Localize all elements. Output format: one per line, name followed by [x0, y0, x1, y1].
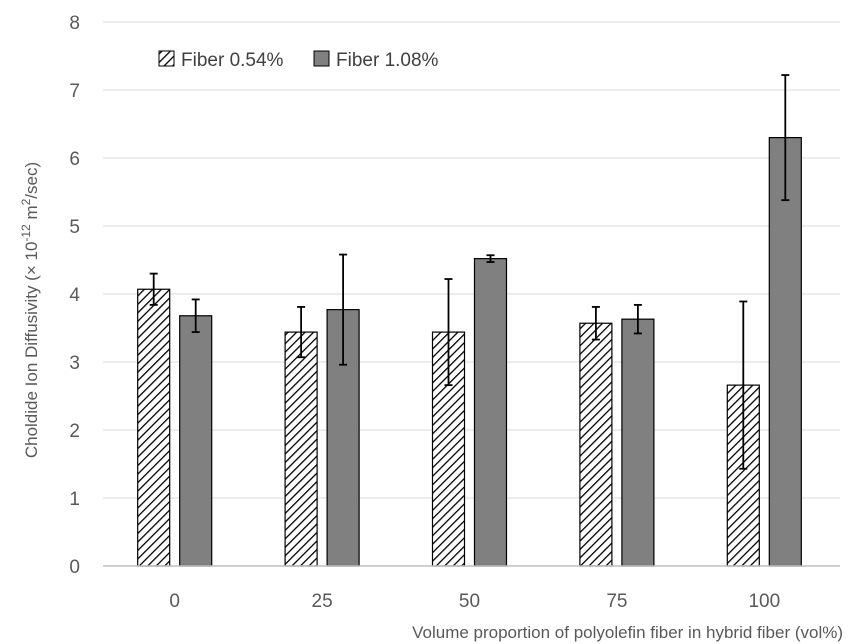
y-tick-label: 8	[69, 13, 80, 34]
bars	[137, 137, 802, 567]
legend-swatch-fiber-054	[158, 50, 175, 67]
y-tick-label: 7	[69, 81, 80, 102]
y-tick-label: 0	[69, 557, 80, 578]
bar-fiber-054	[579, 322, 613, 567]
x-tick-label: 75	[606, 591, 627, 612]
y-tick-label: 2	[69, 421, 80, 442]
bar-fiber-108	[768, 137, 802, 567]
y-tick-label: 6	[69, 149, 80, 170]
bar-fiber-108	[179, 315, 213, 567]
bar-fiber-054	[137, 288, 171, 567]
bar-fiber-054	[284, 331, 318, 567]
y-tick-label: 4	[69, 285, 80, 306]
legend-swatch-fiber-108	[313, 50, 330, 67]
y-tick-label: 5	[69, 217, 80, 238]
x-axis-title: Volume proportion of polyolefin fiber in…	[412, 623, 843, 642]
y-tick-label: 3	[69, 353, 80, 374]
bar-fiber-108	[621, 318, 655, 567]
legend-label-fiber-108: Fiber 1.08%	[336, 50, 439, 71]
y-tick-label: 1	[69, 489, 80, 510]
x-tick-label: 50	[459, 591, 480, 612]
gridlines	[103, 21, 840, 499]
error-bars	[149, 74, 790, 470]
legend-label-fiber-054: Fiber 0.54%	[181, 50, 284, 71]
x-tick-label: 100	[748, 591, 780, 612]
x-tick-labels: 0 25 50 75 100	[169, 591, 780, 612]
y-tick-labels: 0 1 2 3 4 5 6 7 8	[69, 13, 80, 578]
x-tick-label: 0	[169, 591, 180, 612]
y-axis-title: Choldide Ion Diffusivity (× 10-12 m2/sec…	[19, 162, 41, 458]
x-tick-label: 25	[312, 591, 333, 612]
bar-fiber-108	[473, 258, 508, 567]
legend: Fiber 0.54% Fiber 1.08%	[158, 50, 439, 71]
